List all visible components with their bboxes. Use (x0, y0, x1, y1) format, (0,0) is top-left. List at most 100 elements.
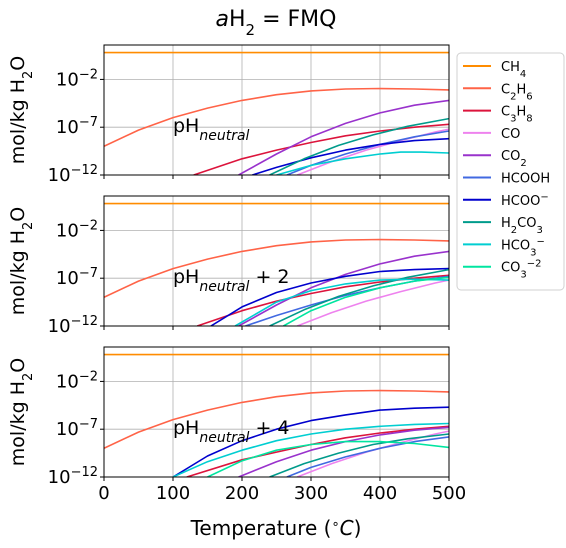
panel-annotation: pHneutral + 2 (173, 266, 290, 295)
legend-box (456, 52, 565, 291)
legend-label-sub: 3 (510, 113, 516, 124)
ylabel-sub: 2 (21, 373, 36, 381)
legend-label-sub: 2 (520, 158, 526, 169)
series-line-HCO3- (276, 151, 449, 175)
x-tick-label: 200 (225, 483, 259, 504)
y-tick-base: 10 (48, 467, 71, 488)
y-tick-exp: −12 (71, 163, 98, 178)
legend-label-main: HCOO (501, 194, 540, 209)
legend-entry-C2H6: C2H6 (463, 82, 533, 102)
x-tick-label: 400 (363, 483, 397, 504)
series-line-C2H6 (104, 87, 449, 148)
legend-label-sup: − (540, 191, 548, 202)
title-main: H (229, 7, 246, 32)
ylabel-post: O (7, 56, 29, 71)
series-group (104, 202, 449, 326)
series-line-C2H6 (104, 238, 449, 299)
x-axis-label: Temperature (∘C) (190, 516, 362, 540)
series-line-HCOOH (286, 436, 449, 477)
legend-label-main: CO (501, 127, 520, 142)
series-line-C2H6 (104, 389, 449, 450)
legend: CH4C2H6C3H8COCO2HCOOHHCOO−H2CO3HCO3−CO3−… (456, 52, 565, 291)
series-line-H2CO3 (269, 268, 449, 326)
legend-entry-H2CO3: H2CO3 (463, 216, 543, 236)
series-line-CO (296, 430, 449, 477)
series-line-CO (296, 128, 449, 175)
y-tick-label: 10−2 (56, 67, 98, 91)
y-tick-exp: −12 (71, 314, 98, 329)
annotation-main: pH (173, 266, 199, 288)
legend-label-sub: 2 (510, 91, 516, 102)
y-axis-label: mol/kg H2O (7, 358, 36, 466)
y-tick-base: 10 (56, 371, 79, 392)
x-tick-label: 0 (98, 483, 109, 504)
legend-entry-C3H8: C3H8 (463, 105, 533, 125)
legend-label: CH4 (501, 60, 526, 80)
xlabel-italic: C (340, 516, 354, 540)
legend-label-main: CH (501, 60, 520, 75)
series-line-HCO3- (234, 278, 449, 326)
panel-frame (103, 346, 450, 478)
annotation-main: pH (173, 417, 199, 439)
y-tick-base: 10 (48, 165, 71, 186)
ylabel-pre: mol/kg H (7, 79, 29, 164)
ylabel-post: O (7, 207, 29, 222)
title-tail: = FMQ (255, 7, 336, 32)
y-tick-base: 10 (56, 268, 79, 289)
series-line-H2CO3 (269, 433, 449, 477)
legend-label-main: H (501, 216, 511, 231)
y-tick-base: 10 (56, 69, 79, 90)
series-line-C3H8 (193, 123, 449, 175)
series-group (104, 51, 449, 175)
x-tick-label: 300 (294, 483, 328, 504)
legend-entry-HCO3-: HCO3− (463, 236, 545, 258)
legend-label-sup: − (536, 236, 544, 247)
xlabel-post: ) (354, 516, 362, 540)
series-line-CO3-2 (207, 440, 449, 477)
series-group (104, 353, 449, 477)
y-tick-label: 10−7 (56, 266, 98, 290)
panel-frame (103, 195, 450, 327)
series-line-HCOO- (210, 267, 449, 326)
chart-title: aH2 = FMQ (216, 7, 337, 39)
legend-label-main: C (501, 105, 510, 120)
y-tick-label: 10−2 (56, 218, 98, 242)
annotation-tail: + 4 (249, 417, 289, 439)
ylabel-post: O (7, 358, 29, 373)
ylabel-sub: 2 (21, 71, 36, 79)
legend-label-main: C (501, 82, 510, 97)
ylabel-pre: mol/kg H (7, 230, 29, 315)
legend-label: C3H8 (501, 105, 533, 125)
panel-annotation: pHneutral (173, 115, 250, 144)
ylabel-sub: 2 (21, 222, 36, 230)
annotation-main: pH (173, 115, 199, 137)
legend-label-main: HCOOH (501, 172, 550, 187)
legend-label-sub: 2 (511, 225, 517, 236)
y-tick-base: 10 (56, 419, 79, 440)
series-line-HCOO- (252, 137, 449, 175)
y-axis-label: mol/kg H2O (7, 56, 36, 164)
legend-entry-CO2: CO2 (463, 149, 527, 169)
legend-label-sub2: 8 (526, 113, 532, 124)
xlabel-pre: Temperature ( (190, 516, 332, 540)
legend-label: CO3−2 (501, 258, 541, 280)
y-tick-base: 10 (56, 220, 79, 241)
ylabel-pre: mol/kg H (7, 381, 29, 466)
legend-label: CO (501, 127, 520, 142)
series-line-CO (296, 279, 449, 326)
y-tick-label: 10−2 (56, 369, 98, 393)
y-axis-label: mol/kg H2O (7, 207, 36, 315)
panel-annotation: pHneutral + 4 (173, 417, 290, 446)
series-line-HCOO- (172, 406, 449, 477)
y-tick-exp: −2 (79, 218, 98, 233)
legend-label-sub2: 6 (526, 91, 532, 102)
panel-frame (103, 44, 450, 176)
legend-label-main: CO (501, 149, 520, 164)
legend-label-sub: 4 (520, 69, 526, 80)
y-tick-exp: −2 (79, 67, 98, 82)
